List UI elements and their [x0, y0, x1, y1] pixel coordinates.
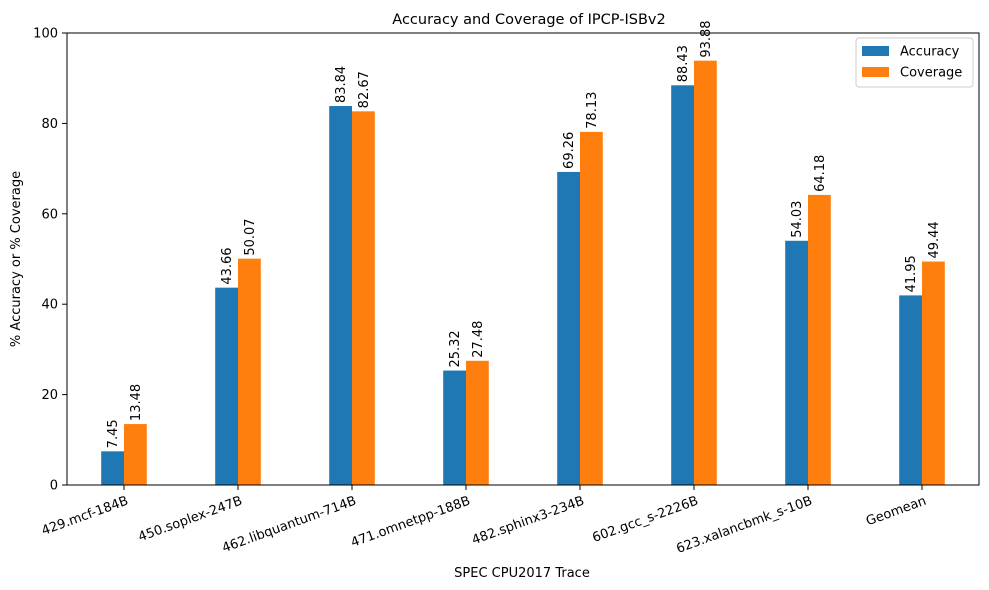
bars-group — [101, 60, 945, 486]
bar-accuracy-4 — [557, 171, 580, 485]
bar-coverage-6 — [808, 194, 831, 485]
legend: Accuracy Coverage — [855, 37, 974, 88]
bar-accuracy-6 — [785, 240, 808, 485]
bar-coverage-7 — [922, 261, 945, 485]
bar-accuracy-2 — [329, 106, 352, 485]
bar-accuracy-7 — [899, 295, 922, 485]
data-label-coverage-6: 64.18 — [813, 155, 828, 192]
bar-accuracy-3 — [443, 370, 466, 485]
bar-coverage-1 — [238, 258, 261, 485]
bar-labels-group: 7.45 13.48 43.66 50.07 83.84 82.67 25.32 27.48 6… — [106, 20, 942, 448]
y-tick-label-60: 60 — [41, 207, 58, 222]
y-axis: 0 20 40 60 80 100 — [33, 27, 67, 494]
legend-swatch-accuracy — [862, 46, 889, 56]
data-label-coverage-7: 49.44 — [927, 221, 942, 258]
data-label-accuracy-2: 83.84 — [334, 66, 349, 103]
plot-frame — [66, 32, 980, 486]
y-axis-label: % Accuracy or % Coverage — [9, 171, 24, 347]
data-label-accuracy-5: 88.43 — [676, 45, 691, 82]
legend-label-accuracy: Accuracy — [900, 45, 960, 60]
data-label-accuracy-0: 7.45 — [106, 419, 121, 448]
data-label-coverage-2: 82.67 — [357, 71, 372, 108]
bar-coverage-5 — [694, 60, 717, 485]
bar-coverage-3 — [466, 360, 489, 485]
data-label-accuracy-6: 54.03 — [790, 201, 805, 238]
bar-accuracy-5 — [671, 85, 694, 486]
data-label-coverage-1: 50.07 — [243, 218, 258, 255]
y-tick-label-20: 20 — [41, 388, 58, 403]
legend-swatch-coverage — [862, 67, 889, 77]
data-label-accuracy-7: 41.95 — [904, 255, 919, 292]
data-label-accuracy-4: 69.26 — [562, 132, 577, 169]
y-tick-label-0: 0 — [50, 479, 58, 494]
data-label-coverage-4: 78.13 — [585, 92, 600, 129]
data-label-coverage-0: 13.48 — [129, 384, 144, 421]
bar-accuracy-1 — [215, 287, 238, 485]
data-label-accuracy-1: 43.66 — [220, 247, 235, 284]
bar-accuracy-0 — [101, 451, 124, 485]
bar-coverage-4 — [580, 131, 603, 485]
y-tick-label-80: 80 — [41, 117, 58, 132]
legend-label-coverage: Coverage — [900, 66, 962, 81]
bar-coverage-0 — [124, 424, 147, 485]
y-tick-label-40: 40 — [41, 298, 58, 313]
x-axis-label: SPEC CPU2017 Trace — [454, 566, 590, 581]
data-label-accuracy-3: 25.32 — [448, 330, 463, 367]
chart-title: Accuracy and Coverage of IPCP-ISBv2 — [392, 12, 665, 28]
y-tick-label-100: 100 — [33, 27, 58, 42]
data-label-coverage-3: 27.48 — [471, 321, 486, 358]
bar-coverage-2 — [352, 111, 375, 485]
data-label-coverage-5: 93.88 — [699, 20, 714, 57]
